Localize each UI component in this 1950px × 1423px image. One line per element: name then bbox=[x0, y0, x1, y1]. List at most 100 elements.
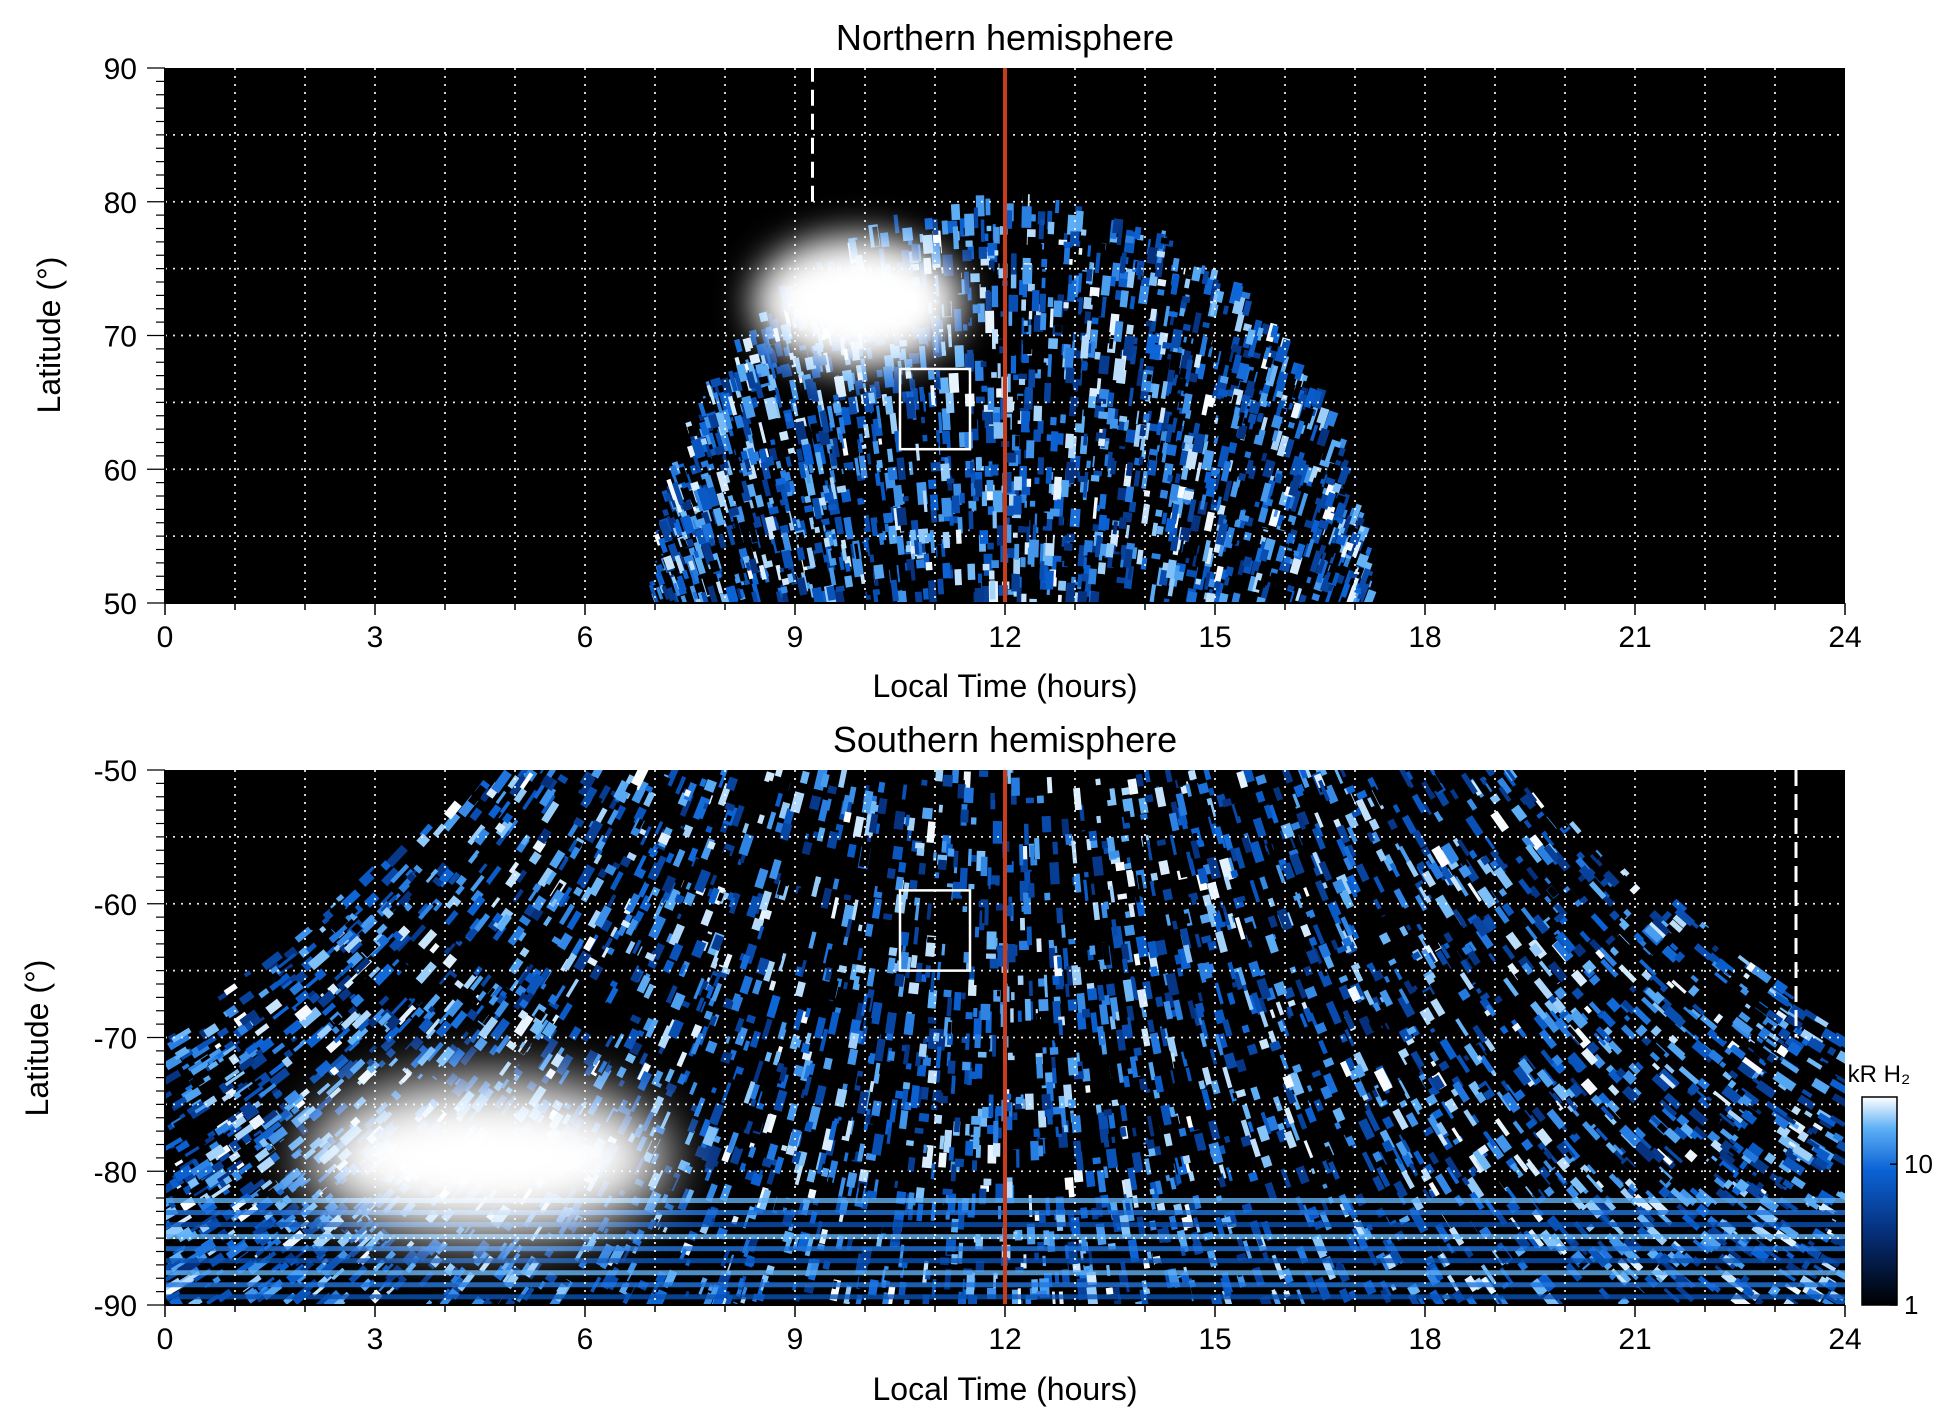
n-heat-cell bbox=[1224, 436, 1236, 444]
n-heat-cell bbox=[1140, 276, 1151, 287]
n-heat-cell bbox=[1257, 507, 1269, 524]
n-heat-cell bbox=[920, 569, 930, 589]
n-heat-cell bbox=[827, 503, 838, 511]
n-heat-cell bbox=[1070, 469, 1080, 479]
n-heat-cell bbox=[1236, 362, 1250, 381]
s-heat-cell bbox=[887, 1050, 896, 1061]
n-heat-cell bbox=[1148, 484, 1158, 506]
s-heat-cell bbox=[1635, 1061, 1644, 1071]
n-heat-cell bbox=[1013, 495, 1022, 515]
n-heat-cell bbox=[879, 481, 886, 501]
s-heat-cell bbox=[1464, 1176, 1485, 1200]
s-heat-cell bbox=[1287, 1071, 1305, 1096]
n-x-tick-label: 21 bbox=[1618, 621, 1651, 654]
n-heat-cell bbox=[930, 459, 941, 472]
n-heat-cell bbox=[739, 558, 746, 569]
n-heat-cell bbox=[1039, 271, 1047, 278]
n-heat-cell bbox=[922, 434, 928, 442]
n-heat-cell bbox=[1039, 561, 1045, 581]
n-heat-cell bbox=[970, 273, 980, 283]
n-heat-cell bbox=[1118, 517, 1127, 530]
n-heat-cell bbox=[1156, 452, 1163, 472]
n-heat-cell bbox=[712, 507, 727, 530]
n-heat-cell bbox=[843, 380, 850, 396]
n-heat-cell bbox=[878, 438, 883, 445]
n-heat-cell bbox=[763, 544, 777, 562]
n-heat-cell bbox=[780, 586, 788, 594]
n-heat-cell bbox=[1087, 395, 1097, 409]
n-heat-cell bbox=[886, 558, 897, 571]
s-heat-cell bbox=[1303, 965, 1313, 977]
n-heat-cell bbox=[1290, 362, 1300, 375]
n-heat-cell bbox=[742, 572, 751, 586]
n-heat-cell bbox=[982, 586, 991, 603]
n-heat-cell bbox=[1179, 526, 1192, 542]
n-heat-cell bbox=[1270, 325, 1279, 339]
n-heat-cell bbox=[1165, 559, 1177, 579]
s-heat-cell bbox=[1405, 1036, 1415, 1046]
n-heat-cell bbox=[834, 516, 844, 535]
s-heat-cell bbox=[1609, 946, 1619, 957]
s-heat-cell bbox=[1223, 876, 1232, 891]
n-heat-cell bbox=[776, 491, 783, 501]
n-heat-cell bbox=[852, 527, 864, 540]
n-heat-cell bbox=[1080, 335, 1090, 359]
n-heat-cell bbox=[975, 396, 985, 404]
s-heat-cell bbox=[934, 877, 940, 887]
n-heat-cell bbox=[985, 291, 992, 310]
n-heat-cell bbox=[1101, 470, 1109, 477]
n-heat-cell bbox=[741, 395, 756, 419]
n-heat-cell bbox=[1107, 392, 1115, 408]
n-heat-cell bbox=[969, 413, 978, 429]
s-heat-cell bbox=[1593, 1123, 1611, 1141]
n-heat-cell bbox=[1266, 572, 1281, 594]
s-heat-cell bbox=[908, 982, 920, 995]
s-heat-cell bbox=[650, 832, 659, 845]
n-heat-cell bbox=[1217, 445, 1231, 469]
n-heat-cell bbox=[733, 371, 743, 392]
n-heat-cell bbox=[936, 544, 943, 568]
n-heat-cell bbox=[1038, 330, 1046, 349]
n-heat-cell bbox=[1348, 479, 1361, 502]
n-heat-cell bbox=[757, 403, 765, 414]
n-heat-cell bbox=[1306, 502, 1317, 522]
n-heat-cell bbox=[1191, 432, 1206, 454]
n-heat-cell bbox=[674, 554, 685, 574]
s-heat-cell bbox=[613, 804, 627, 821]
n-heat-cell bbox=[981, 449, 989, 466]
n-heat-cell bbox=[1265, 363, 1274, 382]
n-heat-cell bbox=[1236, 424, 1248, 440]
n-heat-cell bbox=[1164, 517, 1177, 533]
n-heat-cell bbox=[1111, 553, 1122, 568]
s-heat-cell bbox=[1398, 1027, 1413, 1043]
s-heat-cell bbox=[179, 1158, 197, 1171]
n-heat-cell bbox=[1280, 590, 1293, 603]
n-heat-cell bbox=[1251, 560, 1261, 572]
n-heat-cell bbox=[1047, 338, 1059, 350]
n-heat-cell bbox=[788, 359, 794, 366]
n-heat-cell bbox=[1006, 524, 1012, 543]
n-heat-cell bbox=[913, 539, 920, 555]
s-heat-cell bbox=[501, 846, 516, 862]
n-heat-cell bbox=[1227, 441, 1238, 454]
n-heat-cell bbox=[1171, 585, 1182, 603]
n-heat-cell bbox=[980, 219, 985, 242]
n-heat-cell bbox=[799, 381, 811, 402]
s-heat-cell bbox=[1068, 1043, 1077, 1058]
n-heat-cell bbox=[1323, 510, 1335, 521]
n-heat-cell bbox=[922, 490, 928, 513]
s-heat-cell bbox=[816, 876, 827, 899]
s-heat-cell bbox=[1480, 854, 1491, 866]
n-x-tick-label: 6 bbox=[577, 621, 594, 654]
n-heat-cell bbox=[758, 375, 769, 385]
n-heat-cell bbox=[1254, 501, 1260, 508]
s-heat-cell bbox=[1498, 786, 1512, 803]
s-heat-cell bbox=[1264, 1181, 1278, 1202]
n-heat-cell bbox=[993, 226, 1000, 244]
n-heat-cell bbox=[754, 383, 764, 399]
n-heat-cell bbox=[1022, 264, 1033, 285]
n-heat-cell bbox=[1247, 413, 1258, 425]
n-heat-cell bbox=[1138, 456, 1144, 465]
n-heat-cell bbox=[1336, 574, 1345, 585]
s-heat-cell bbox=[803, 1285, 815, 1295]
